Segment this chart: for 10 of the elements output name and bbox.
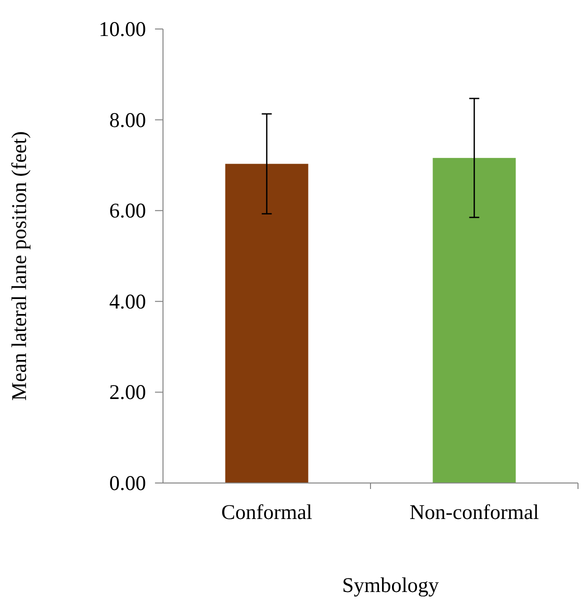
y-axis-title: Mean lateral lane position (feet) — [7, 131, 31, 401]
y-tick-label: 2.00 — [109, 380, 146, 404]
x-axis-title: Symbology — [342, 573, 440, 597]
y-tick-label: 0.00 — [109, 471, 146, 495]
y-tick-label: 8.00 — [109, 108, 146, 132]
y-tick-label: 4.00 — [109, 289, 146, 314]
y-tick-label: 6.00 — [109, 198, 146, 223]
y-tick-label: 10.00 — [98, 17, 146, 41]
x-tick-label: Non-conformal — [410, 500, 540, 524]
x-tick-label: Conformal — [221, 500, 312, 524]
